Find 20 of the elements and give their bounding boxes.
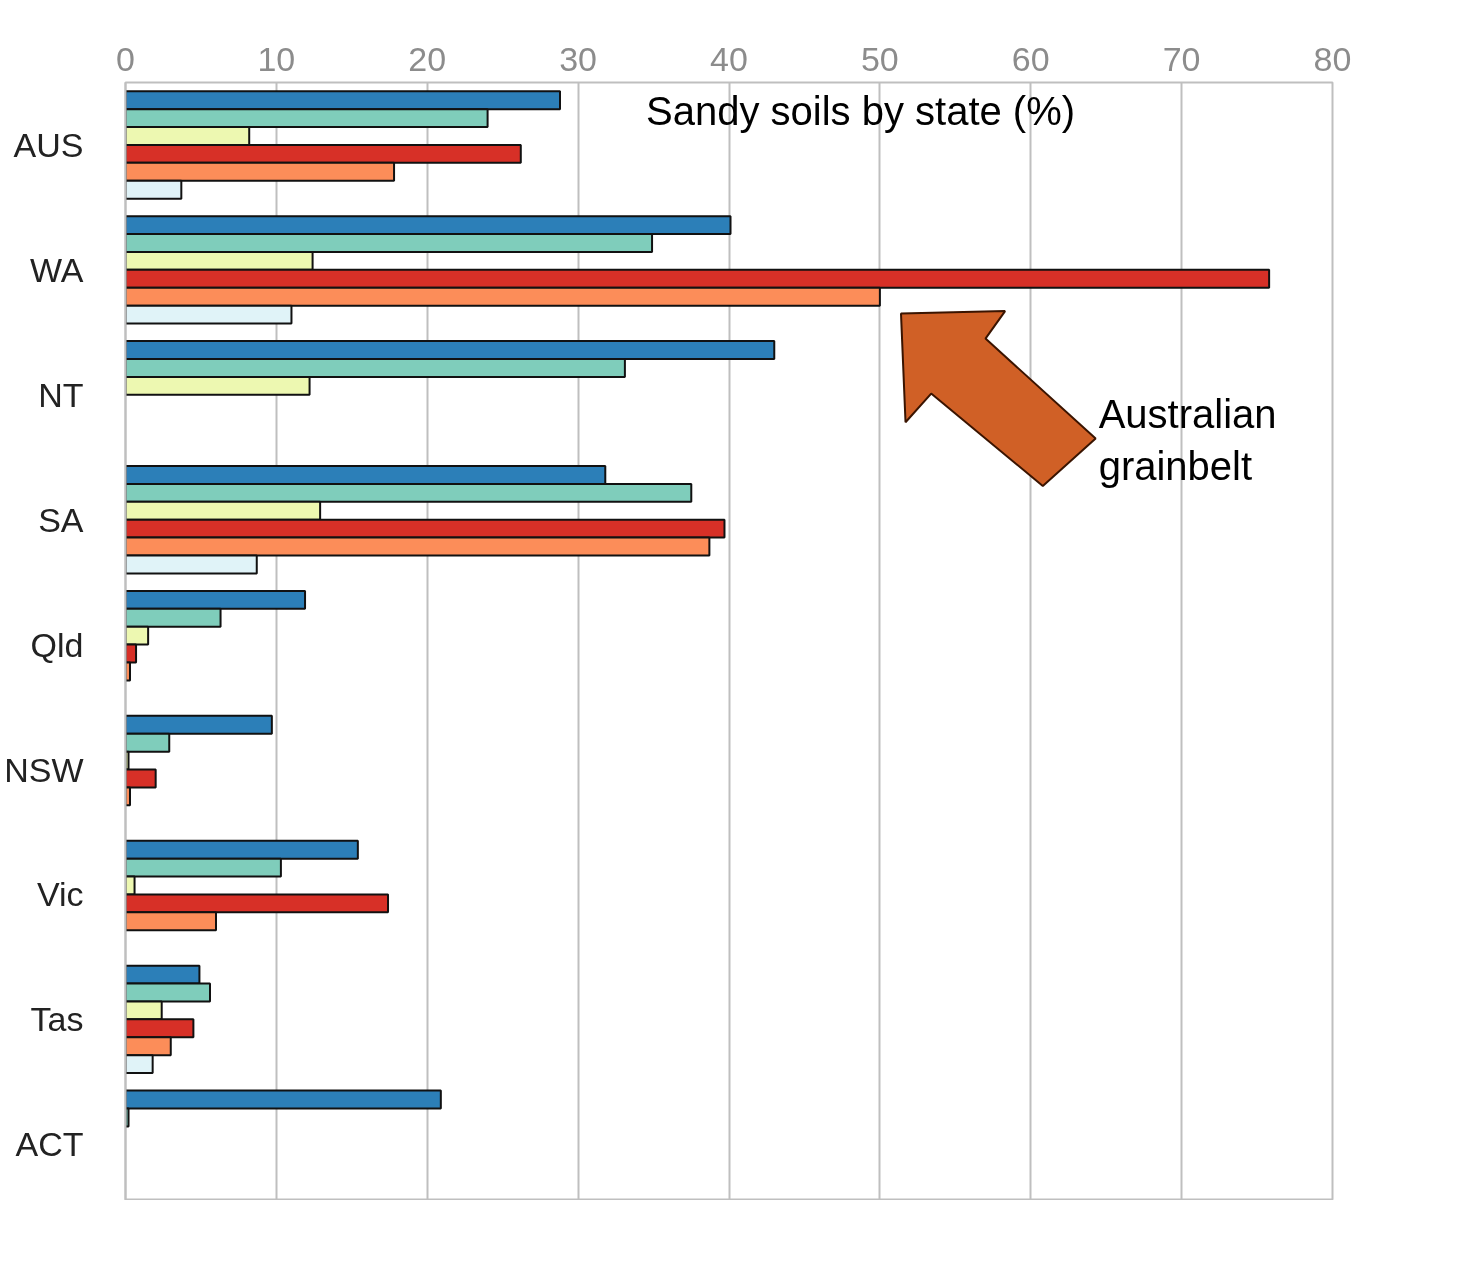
x-tick-label: 60 — [1011, 39, 1050, 78]
y-tick-label: NT — [38, 375, 84, 414]
x-tick-label: 70 — [1162, 39, 1201, 78]
y-tick-label: Vic — [36, 875, 84, 914]
x-tick-label: 80 — [1313, 39, 1352, 78]
x-tick-label: 40 — [710, 39, 748, 78]
x-tick-label: 30 — [559, 39, 598, 78]
y-tick-label: SA — [38, 500, 84, 539]
x-tick-label: 0 — [116, 39, 135, 78]
y-tick-label: AUS — [13, 125, 84, 164]
y-tick-label: Qld — [30, 625, 84, 664]
x-tick-label: 10 — [257, 39, 296, 78]
y-tick-label: WA — [29, 250, 84, 289]
x-tick-label: 50 — [860, 39, 899, 78]
y-tick-label: NSW — [4, 750, 84, 789]
y-tick-label: Tas — [30, 1000, 84, 1039]
annotation: Australian grainbelt — [1098, 391, 1277, 489]
x-tick-label: 20 — [408, 39, 447, 78]
y-tick-label: ACT — [15, 1125, 84, 1164]
chart-title: Sandy soils by state (%) — [646, 88, 1076, 133]
